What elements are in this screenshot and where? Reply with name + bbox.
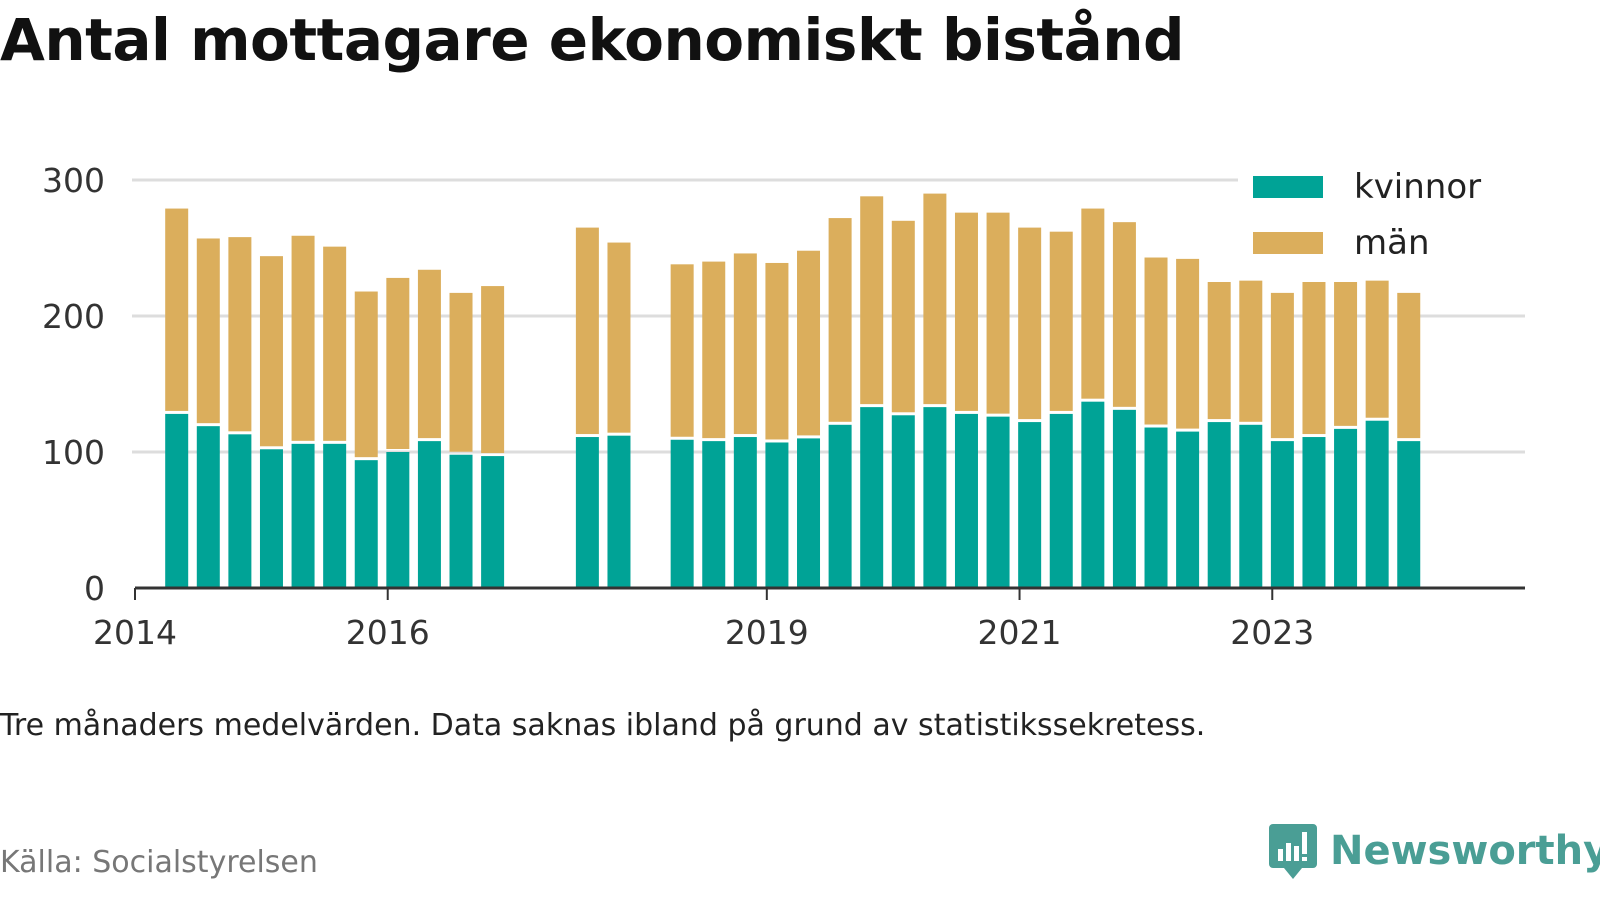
bar-man bbox=[165, 208, 189, 411]
bar-kvinnor bbox=[165, 413, 189, 588]
y-tick-label: 200 bbox=[42, 297, 105, 336]
bar-kvinnor bbox=[1334, 428, 1358, 588]
bar-kvinnor bbox=[607, 435, 631, 588]
bar-man bbox=[986, 212, 1010, 414]
x-tick-label: 2021 bbox=[978, 613, 1062, 652]
bar-man bbox=[386, 277, 410, 449]
bar-man bbox=[1302, 282, 1326, 435]
bar-kvinnor bbox=[228, 434, 252, 588]
bar-man bbox=[1176, 258, 1200, 429]
bar-kvinnor bbox=[986, 416, 1010, 588]
bar-kvinnor bbox=[259, 449, 283, 588]
x-tick-label: 2023 bbox=[1230, 613, 1314, 652]
bar-kvinnor bbox=[575, 437, 599, 588]
bar-kvinnor bbox=[765, 442, 789, 588]
bar-man bbox=[1081, 208, 1105, 399]
newsworthy-logo-icon bbox=[1269, 824, 1317, 879]
bar-kvinnor bbox=[1365, 420, 1389, 588]
bar-man bbox=[702, 261, 726, 439]
bar-man bbox=[765, 262, 789, 440]
bar-man bbox=[1239, 280, 1263, 422]
x-tick-label: 2014 bbox=[93, 613, 177, 652]
bar-kvinnor bbox=[702, 441, 726, 588]
chart-title: Antal mottagare ekonomiskt bistånd bbox=[0, 6, 1185, 74]
bar-man bbox=[1365, 280, 1389, 418]
bar-kvinnor bbox=[1018, 422, 1042, 588]
bar-kvinnor bbox=[797, 438, 821, 588]
bar-kvinnor bbox=[733, 437, 757, 588]
bar-man bbox=[228, 237, 252, 432]
bar-man bbox=[1144, 257, 1168, 425]
bar-kvinnor bbox=[828, 424, 852, 588]
chart-svg: 0 100 200 300 2014 2016 2019 2021 2023 kvinnor män bbox=[42, 161, 1525, 652]
legend-label: män bbox=[1354, 223, 1430, 263]
bar-man bbox=[607, 242, 631, 433]
bar-man bbox=[449, 292, 473, 452]
bar-kvinnor bbox=[323, 443, 347, 588]
bar-kvinnor bbox=[1144, 427, 1168, 588]
chart-note: Tre månaders medelvärden. Data saknas ib… bbox=[0, 708, 1206, 743]
bar-man bbox=[923, 193, 947, 405]
bar-man bbox=[354, 291, 378, 458]
bar-man bbox=[323, 246, 347, 441]
bar-kvinnor bbox=[1397, 441, 1421, 588]
y-tick-label: 100 bbox=[42, 433, 105, 472]
bar-man bbox=[1270, 292, 1294, 439]
bar-kvinnor bbox=[860, 407, 884, 588]
bar-man bbox=[670, 264, 694, 437]
bar-man bbox=[828, 218, 852, 422]
bar-man bbox=[891, 220, 915, 413]
bar-kvinnor bbox=[1049, 413, 1073, 588]
bar-kvinnor bbox=[670, 439, 694, 588]
bar-man bbox=[1112, 222, 1136, 407]
bar-kvinnor bbox=[417, 441, 441, 588]
y-tick-label: 300 bbox=[42, 161, 105, 200]
bar-man bbox=[196, 238, 220, 424]
bar-kvinnor bbox=[1270, 441, 1294, 588]
legend-label: kvinnor bbox=[1354, 167, 1481, 207]
bar-man bbox=[797, 250, 821, 436]
bar-man bbox=[417, 269, 441, 439]
bar-kvinnor bbox=[1207, 422, 1231, 588]
bar-man bbox=[1049, 231, 1073, 411]
x-tick-label: 2019 bbox=[725, 613, 809, 652]
legend-swatch bbox=[1253, 232, 1323, 254]
bar-kvinnor bbox=[291, 443, 315, 588]
bar-man bbox=[1207, 282, 1231, 420]
bar-kvinnor bbox=[1239, 424, 1263, 588]
bar-man bbox=[1397, 292, 1421, 439]
bar-man bbox=[954, 212, 978, 411]
newsworthy-logo[interactable]: Newsworthy bbox=[1268, 822, 1600, 880]
bar-man bbox=[259, 256, 283, 447]
bar-kvinnor bbox=[954, 413, 978, 588]
bar-man bbox=[575, 227, 599, 435]
bar-kvinnor bbox=[354, 460, 378, 588]
x-tick-label: 2016 bbox=[346, 613, 430, 652]
bar-man bbox=[1018, 227, 1042, 420]
source-text: Källa: Socialstyrelsen bbox=[0, 845, 318, 880]
bar-kvinnor bbox=[1176, 431, 1200, 588]
bar-man bbox=[291, 235, 315, 441]
bar-kvinnor bbox=[891, 415, 915, 588]
bar-kvinnor bbox=[481, 456, 505, 588]
bar-kvinnor bbox=[1081, 401, 1105, 588]
legend-swatch bbox=[1253, 176, 1323, 198]
bar-kvinnor bbox=[386, 452, 410, 588]
bar-kvinnor bbox=[923, 407, 947, 588]
bar-man bbox=[1334, 282, 1358, 426]
bar-kvinnor bbox=[449, 454, 473, 588]
bar-man bbox=[733, 253, 757, 435]
y-tick-label: 0 bbox=[84, 569, 105, 608]
brand-name: Newsworthy bbox=[1330, 828, 1600, 874]
bar-man bbox=[481, 286, 505, 454]
bar-kvinnor bbox=[1112, 409, 1136, 588]
bar-kvinnor bbox=[1302, 437, 1326, 588]
bar-man bbox=[860, 196, 884, 405]
bar-kvinnor bbox=[196, 426, 220, 588]
